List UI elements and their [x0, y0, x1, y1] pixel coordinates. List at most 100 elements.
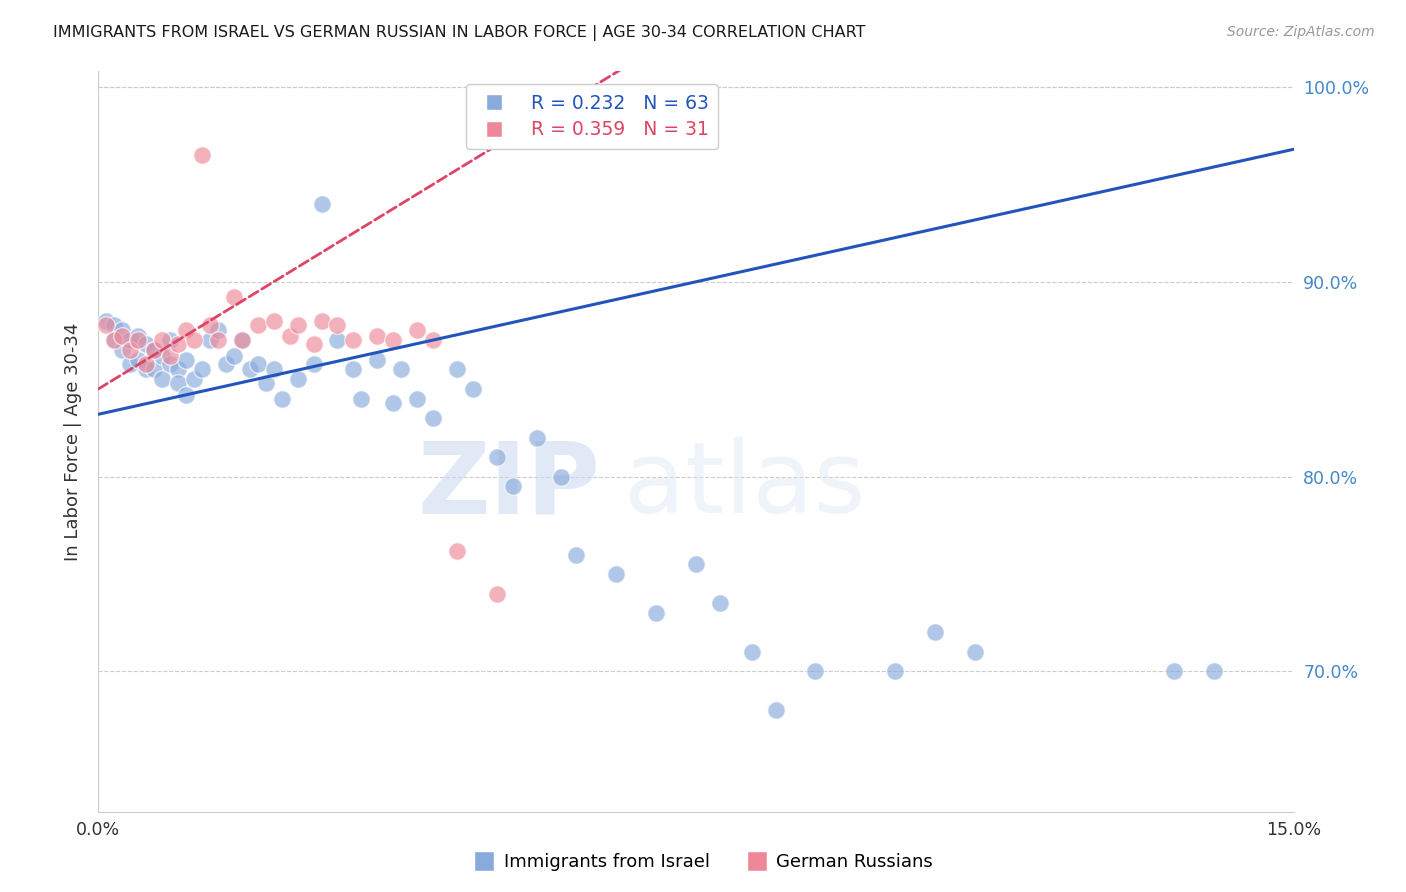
Point: [326, 318, 349, 332]
Point: [246, 357, 269, 371]
Point: [645, 606, 668, 620]
Text: IMMIGRANTS FROM ISRAEL VS GERMAN RUSSIAN IN LABOR FORCE | AGE 30-34 CORRELATION : IMMIGRANTS FROM ISRAEL VS GERMAN RUSSIAN…: [53, 25, 866, 41]
Point: [159, 357, 181, 371]
Point: [127, 333, 149, 347]
Point: [1163, 665, 1185, 679]
Point: [183, 333, 205, 347]
Point: [741, 645, 763, 659]
Point: [222, 349, 245, 363]
Point: [159, 349, 181, 363]
Point: [191, 148, 214, 162]
Point: [143, 343, 166, 357]
Point: [311, 197, 333, 211]
Y-axis label: In Labor Force | Age 30-34: In Labor Force | Age 30-34: [63, 322, 82, 561]
Point: [222, 290, 245, 304]
Point: [215, 357, 238, 371]
Point: [167, 362, 190, 376]
Point: [406, 324, 429, 338]
Point: [963, 645, 986, 659]
Point: [111, 329, 134, 343]
Point: [461, 382, 484, 396]
Point: [485, 586, 508, 600]
Point: [96, 318, 118, 332]
Point: [422, 333, 444, 347]
Point: [127, 352, 149, 367]
Point: [263, 362, 285, 376]
Text: Source: ZipAtlas.com: Source: ZipAtlas.com: [1227, 25, 1375, 39]
Point: [287, 372, 309, 386]
Point: [389, 362, 412, 376]
Point: [709, 596, 731, 610]
Text: atlas: atlas: [624, 437, 866, 534]
Point: [120, 343, 142, 357]
Point: [167, 337, 190, 351]
Point: [103, 333, 125, 347]
Point: [270, 392, 292, 406]
Point: [120, 357, 142, 371]
Point: [167, 376, 190, 390]
Point: [263, 314, 285, 328]
Point: [207, 333, 229, 347]
Point: [422, 411, 444, 425]
Point: [143, 362, 166, 376]
Point: [382, 333, 405, 347]
Point: [350, 392, 373, 406]
Point: [120, 333, 142, 347]
Point: [246, 318, 269, 332]
Point: [135, 337, 157, 351]
Point: [302, 337, 325, 351]
Point: [287, 318, 309, 332]
Legend: Immigrants from Israel, German Russians: Immigrants from Israel, German Russians: [465, 847, 941, 879]
Point: [254, 376, 277, 390]
Point: [198, 318, 221, 332]
Point: [143, 343, 166, 357]
Point: [183, 372, 205, 386]
Point: [111, 343, 134, 357]
Point: [550, 469, 572, 483]
Point: [150, 333, 173, 347]
Point: [174, 388, 197, 402]
Point: [135, 357, 157, 371]
Point: [342, 333, 364, 347]
Point: [127, 329, 149, 343]
Point: [1202, 665, 1225, 679]
Point: [565, 548, 588, 562]
Point: [446, 543, 468, 558]
Point: [278, 329, 301, 343]
Point: [502, 479, 524, 493]
Point: [231, 333, 253, 347]
Point: [302, 357, 325, 371]
Point: [111, 324, 134, 338]
Point: [924, 625, 946, 640]
Point: [884, 665, 907, 679]
Point: [231, 333, 253, 347]
Point: [159, 333, 181, 347]
Point: [174, 352, 197, 367]
Point: [191, 362, 214, 376]
Point: [685, 558, 707, 572]
Point: [311, 314, 333, 328]
Point: [198, 333, 221, 347]
Point: [103, 333, 125, 347]
Point: [174, 324, 197, 338]
Point: [526, 431, 548, 445]
Point: [765, 703, 787, 717]
Point: [446, 362, 468, 376]
Point: [150, 349, 173, 363]
Point: [96, 314, 118, 328]
Point: [135, 362, 157, 376]
Point: [239, 362, 262, 376]
Point: [382, 395, 405, 409]
Point: [366, 352, 388, 367]
Point: [804, 665, 827, 679]
Point: [406, 392, 429, 406]
Point: [366, 329, 388, 343]
Point: [485, 450, 508, 464]
Legend:   R = 0.232   N = 63,   R = 0.359   N = 31: R = 0.232 N = 63, R = 0.359 N = 31: [467, 85, 718, 149]
Point: [605, 567, 627, 582]
Point: [326, 333, 349, 347]
Text: ZIP: ZIP: [418, 437, 600, 534]
Point: [207, 324, 229, 338]
Point: [150, 372, 173, 386]
Point: [342, 362, 364, 376]
